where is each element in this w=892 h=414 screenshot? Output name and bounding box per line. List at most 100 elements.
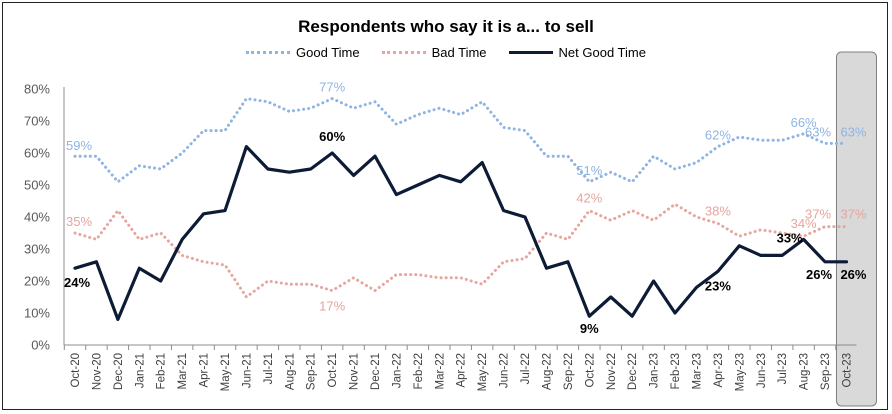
data-point-good-time [588, 180, 591, 183]
data-point-bad-time [331, 289, 334, 292]
y-tick-label: 20% [24, 274, 50, 289]
data-point-net-good-time [716, 270, 719, 273]
data-point-bad-time [116, 209, 119, 212]
data-point-net-good-time [138, 267, 141, 270]
data-point-good-time [159, 167, 162, 170]
data-point-bad-time [266, 279, 269, 282]
x-tick-label: Sep-23 [820, 353, 832, 390]
data-point-bad-time [545, 231, 548, 234]
data-point-net-good-time [459, 180, 462, 183]
data-label-good-time: 59% [66, 138, 92, 153]
x-tick-label: Aug-21 [284, 353, 296, 390]
data-point-net-good-time [481, 161, 484, 164]
data-point-net-good-time [309, 167, 312, 170]
y-tick-label: 30% [24, 242, 50, 257]
series-line-good-time [73, 97, 848, 184]
x-tick-label: Sep-22 [563, 353, 575, 390]
data-label-net-good-time: 33% [777, 230, 803, 245]
x-tick-label: Apr-21 [199, 353, 211, 388]
x-tick-label: Mar-23 [691, 353, 703, 389]
data-point-good-time [673, 167, 676, 170]
data-label-net-good-time: 26% [840, 267, 866, 282]
x-tick-label: Nov-20 [91, 353, 103, 390]
data-point-net-good-time [673, 311, 676, 314]
data-point-good-time [781, 139, 784, 142]
data-point-net-good-time [845, 260, 848, 263]
data-point-net-good-time [116, 318, 119, 321]
data-point-net-good-time [266, 167, 269, 170]
data-point-net-good-time [416, 183, 419, 186]
data-point-good-time [138, 164, 141, 167]
x-tick-label: May-21 [220, 353, 232, 391]
x-tick-label: Dec-20 [113, 353, 125, 390]
x-tick-label: Jan-23 [649, 353, 661, 388]
x-tick-label: Sep-21 [306, 353, 318, 390]
y-tick-label: 80% [24, 82, 50, 97]
data-point-bad-time [738, 235, 741, 238]
data-point-good-time [223, 129, 226, 132]
data-point-good-time [266, 100, 269, 103]
data-point-net-good-time [159, 279, 162, 282]
data-point-net-good-time [352, 174, 355, 177]
legend-item-good-time: Good Time [246, 45, 360, 60]
data-point-good-time [116, 180, 119, 183]
data-point-net-good-time [566, 260, 569, 263]
data-point-good-time [373, 100, 376, 103]
data-point-bad-time [673, 203, 676, 206]
data-point-net-good-time [202, 212, 205, 215]
legend-label-bad-time: Bad Time [431, 45, 487, 60]
data-label-bad-time: 42% [576, 191, 602, 206]
x-tick-label: Mar-22 [434, 353, 446, 389]
data-point-good-time [95, 155, 98, 158]
data-point-net-good-time [759, 254, 762, 257]
data-point-good-time [738, 135, 741, 138]
data-label-net-good-time: 23% [705, 278, 731, 293]
x-tick-label: Nov-22 [606, 353, 618, 390]
legend-label-net-good-time: Net Good Time [558, 45, 646, 60]
highlight-band [835, 51, 877, 407]
data-point-good-time [545, 155, 548, 158]
data-label-bad-time: 34% [791, 216, 817, 231]
data-point-net-good-time [781, 254, 784, 257]
data-label-good-time: 77% [319, 80, 345, 95]
data-point-bad-time [588, 209, 591, 212]
data-label-net-good-time: 26% [806, 267, 832, 282]
data-label-good-time: 51% [576, 163, 602, 178]
data-point-net-good-time [288, 171, 291, 174]
data-point-net-good-time [181, 238, 184, 241]
x-tick-label: Jan-22 [391, 353, 403, 388]
data-point-bad-time [652, 219, 655, 222]
y-tick-label: 70% [24, 114, 50, 129]
data-point-net-good-time [245, 145, 248, 148]
data-point-bad-time [502, 260, 505, 263]
x-tick-label: Feb-23 [670, 353, 682, 389]
data-point-bad-time [373, 289, 376, 292]
data-point-bad-time [245, 295, 248, 298]
data-point-good-time [331, 97, 334, 100]
data-label-good-time: 63% [840, 124, 866, 139]
data-point-net-good-time [695, 286, 698, 289]
x-tick-label: May-22 [477, 353, 489, 391]
data-point-bad-time [631, 209, 634, 212]
data-label-bad-time: 37% [805, 207, 831, 222]
x-tick-label: Apr-23 [713, 353, 725, 388]
legend-swatch-bad-time [381, 51, 426, 54]
y-tick-label: 60% [24, 146, 50, 161]
y-tick-label: 0% [31, 338, 50, 353]
data-point-net-good-time [223, 209, 226, 212]
x-tick-label: Aug-23 [799, 353, 811, 390]
data-point-bad-time [566, 238, 569, 241]
data-point-good-time [609, 171, 612, 174]
legend-swatch-good-time [246, 51, 291, 54]
x-tick-label: Jun-21 [241, 353, 253, 388]
data-point-good-time [631, 180, 634, 183]
data-point-good-time [502, 126, 505, 129]
data-point-good-time [823, 142, 826, 145]
y-tick-label: 50% [24, 178, 50, 193]
x-tick-label: Dec-22 [627, 353, 639, 390]
data-point-net-good-time [502, 209, 505, 212]
y-tick-label: 40% [24, 210, 50, 225]
legend-label-good-time: Good Time [296, 45, 360, 60]
data-point-net-good-time [545, 267, 548, 270]
legend-item-net-good-time: Net Good Time [508, 45, 646, 60]
